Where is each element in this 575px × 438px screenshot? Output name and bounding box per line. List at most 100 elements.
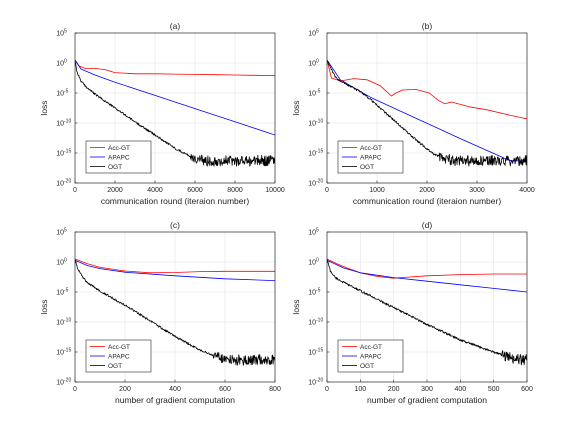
y-tick-exponent: 0 [64, 59, 67, 65]
y-tick-exponent: -10 [316, 119, 323, 125]
y-axis-label: loss [291, 299, 301, 314]
legend: Acc-GT APAPC OGT [337, 339, 404, 373]
y-tick-exponent: 5 [316, 228, 319, 234]
y-tick-exponent: -10 [316, 318, 323, 324]
legend-entry-ogt: OGT [108, 363, 122, 370]
y-tick-exponent: -5 [64, 288, 69, 294]
x-tick-label: 500 [488, 386, 500, 393]
y-tick-exponent: -20 [316, 378, 323, 384]
legend-entry-acc-gt: Acc-GT [108, 344, 130, 351]
y-tick-label: 10 [308, 151, 316, 158]
plot-frame [74, 231, 276, 383]
legend-box [85, 140, 152, 174]
series-line-apapc [327, 259, 527, 293]
y-tick-label: 10 [308, 31, 316, 38]
legend-entry-apapc: APAPC [108, 353, 130, 360]
series-line-ogt [75, 259, 275, 366]
x-tick-label: 600 [521, 386, 533, 393]
x-tick-label: 0 [325, 187, 329, 194]
y-tick-exponent: 0 [316, 59, 319, 65]
y-tick-exponent: -20 [64, 378, 71, 384]
subplot-title: (d) [422, 220, 433, 230]
y-tick-exponent: -20 [316, 179, 323, 185]
x-tick-label: 400 [454, 386, 466, 393]
y-tick-label: 10 [308, 290, 316, 297]
x-tick-label: 800 [269, 386, 281, 393]
series-line-acc-gt [75, 59, 275, 76]
legend: Acc-GT APAPC OGT [85, 140, 152, 174]
x-axis-label: communication round (iteraion number) [101, 196, 250, 206]
subplot-title: (c) [170, 220, 180, 230]
x-tick-label: 600 [219, 386, 231, 393]
x-axis-label: communication round (iteraion number) [353, 196, 502, 206]
x-tick-label: 1000 [369, 187, 385, 194]
legend: Acc-GT APAPC OGT [337, 140, 404, 174]
legend-entry-apapc: APAPC [360, 353, 382, 360]
y-tick-label: 10 [308, 181, 316, 188]
x-axis-label: number of gradient computation [367, 395, 487, 405]
y-tick-label: 10 [56, 230, 64, 237]
y-tick-exponent: 5 [64, 228, 67, 234]
y-tick-label: 10 [308, 380, 316, 387]
y-tick-label: 10 [308, 260, 316, 267]
plot-frame [326, 231, 528, 383]
series-line-ogt [327, 259, 527, 366]
y-tick-label: 10 [56, 61, 64, 68]
y-tick-exponent: -20 [64, 179, 71, 185]
y-tick-exponent: -5 [316, 288, 321, 294]
y-tick-label: 10 [56, 260, 64, 267]
series-line-acc-gt [75, 258, 275, 274]
legend-entry-apapc: APAPC [108, 154, 130, 161]
y-tick-exponent: -10 [64, 119, 71, 125]
x-tick-label: 6000 [187, 187, 203, 194]
series-line-apapc [75, 59, 275, 136]
plot-frame [74, 32, 276, 184]
y-tick-label: 10 [56, 151, 64, 158]
subplot-title: (a) [170, 21, 181, 31]
y-tick-label: 10 [308, 121, 316, 128]
y-tick-label: 10 [56, 31, 64, 38]
legend-entry-ogt: OGT [360, 363, 374, 370]
legend-entry-acc-gt: Acc-GT [360, 145, 382, 152]
x-tick-label: 300 [421, 386, 433, 393]
x-tick-label: 8000 [227, 187, 243, 194]
x-tick-label: 100 [354, 386, 366, 393]
subplot-title: (b) [422, 21, 433, 31]
x-tick-label: 2000 [419, 187, 435, 194]
legend-entry-ogt: OGT [108, 164, 122, 171]
series-line-ogt [75, 60, 275, 167]
legend-entry-apapc: APAPC [360, 154, 382, 161]
y-tick-label: 10 [56, 91, 64, 98]
y-tick-exponent: -15 [316, 149, 323, 155]
x-tick-label: 200 [119, 386, 131, 393]
series-line-ogt [327, 60, 527, 167]
y-tick-exponent: 5 [64, 29, 67, 35]
x-tick-label: 4000 [519, 187, 535, 194]
y-tick-exponent: -5 [316, 89, 321, 95]
y-tick-label: 10 [56, 181, 64, 188]
x-tick-label: 0 [73, 386, 77, 393]
x-axis-label: number of gradient computation [115, 395, 235, 405]
plot-frame [326, 32, 528, 184]
y-tick-label: 10 [56, 121, 64, 128]
y-tick-label: 10 [56, 290, 64, 297]
y-axis-label: loss [39, 299, 49, 314]
y-tick-label: 10 [56, 380, 64, 387]
legend-entry-ogt: OGT [360, 164, 374, 171]
y-tick-label: 10 [308, 230, 316, 237]
y-tick-exponent: -15 [316, 348, 323, 354]
series-line-acc-gt [327, 59, 527, 120]
x-tick-label: 0 [73, 187, 77, 194]
y-tick-exponent: -10 [64, 318, 71, 324]
y-axis-label: loss [39, 100, 49, 115]
series-line-acc-gt [327, 258, 527, 279]
legend: Acc-GT APAPC OGT [85, 339, 152, 373]
y-tick-exponent: -5 [64, 89, 69, 95]
series-line-apapc [75, 259, 275, 281]
y-tick-label: 10 [56, 320, 64, 327]
y-tick-label: 10 [56, 350, 64, 357]
